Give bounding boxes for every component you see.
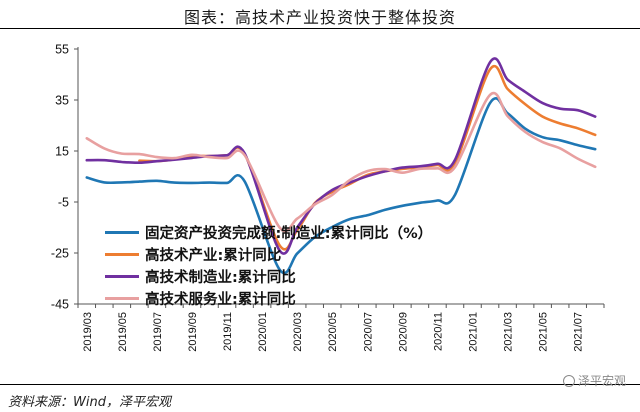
title-divider — [0, 28, 640, 29]
y-tick-label: 55 — [55, 43, 69, 57]
x-tick-label: 2020/07 — [362, 312, 374, 352]
x-tick-label: 2019/07 — [152, 312, 164, 352]
legend-item-4: 高技术服务业:累计同比 — [105, 287, 432, 309]
chart-legend: 固定资产投资完成额:制造业:累计同比（%） 高技术产业:累计同比 高技术制造业:累计… — [105, 221, 432, 309]
x-tick-label: 2021/03 — [503, 312, 515, 352]
y-tick-label: -45 — [51, 298, 69, 312]
legend-label: 高技术服务业:累计同比 — [145, 291, 296, 308]
chart-title: 图表：高技术产业投资快于整体投资 — [183, 8, 456, 27]
legend-swatch — [105, 274, 139, 278]
legend-label: 高技术产业:累计同比 — [145, 247, 282, 264]
legend-label: 固定资产投资完成额:制造业:累计同比（%） — [145, 225, 433, 242]
x-axis: 2019/03 2019/05 2019/07 2019/09 2019/11 2020/… — [77, 303, 605, 352]
x-tick-label: 2020/05 — [327, 312, 339, 352]
footer-divider — [0, 384, 640, 385]
legend-label: 高技术制造业:累计同比 — [145, 269, 296, 286]
x-tick-label: 2020/03 — [292, 312, 304, 352]
x-tick-label: 2019/03 — [82, 312, 94, 352]
legend-swatch — [105, 230, 139, 234]
legend-item-3: 高技术制造业:累计同比 — [105, 265, 432, 287]
legend-item-2: 高技术产业:累计同比 — [105, 243, 432, 265]
y-tick-label: 15 — [55, 145, 69, 159]
y-tick-label: -5 — [58, 196, 69, 210]
watermark-label: 泽平宏观 — [577, 374, 626, 388]
legend-item-1: 固定资产投资完成额:制造业:累计同比（%） — [105, 221, 432, 243]
watermark: 泽平宏观 — [562, 372, 626, 389]
y-tick-label: -25 — [51, 247, 69, 261]
x-tick-label: 2019/09 — [187, 312, 199, 352]
series-line-4 — [85, 91, 597, 233]
x-tick-label: 2021/05 — [538, 312, 550, 352]
legend-swatch — [105, 252, 139, 256]
x-tick-label: 2021/07 — [573, 312, 585, 352]
legend-swatch — [105, 296, 139, 300]
source-note: 资料来源：Wind，泽平宏观 — [8, 395, 171, 410]
chart-series — [85, 57, 597, 275]
y-axis: 55 35 15 -5 -25 -45 — [51, 43, 79, 312]
series-line-1 — [85, 97, 597, 275]
x-tick-label: 2020/09 — [397, 312, 409, 352]
x-tick-label: 2020/11 — [432, 312, 444, 351]
x-tick-label: 2019/05 — [117, 312, 129, 352]
x-tick-label: 2021/01 — [468, 312, 480, 352]
x-tick-label: 2020/01 — [257, 312, 269, 352]
y-tick-label: 35 — [55, 94, 69, 108]
wechat-icon — [562, 374, 575, 387]
x-tick-label: 2019/11 — [222, 312, 234, 351]
